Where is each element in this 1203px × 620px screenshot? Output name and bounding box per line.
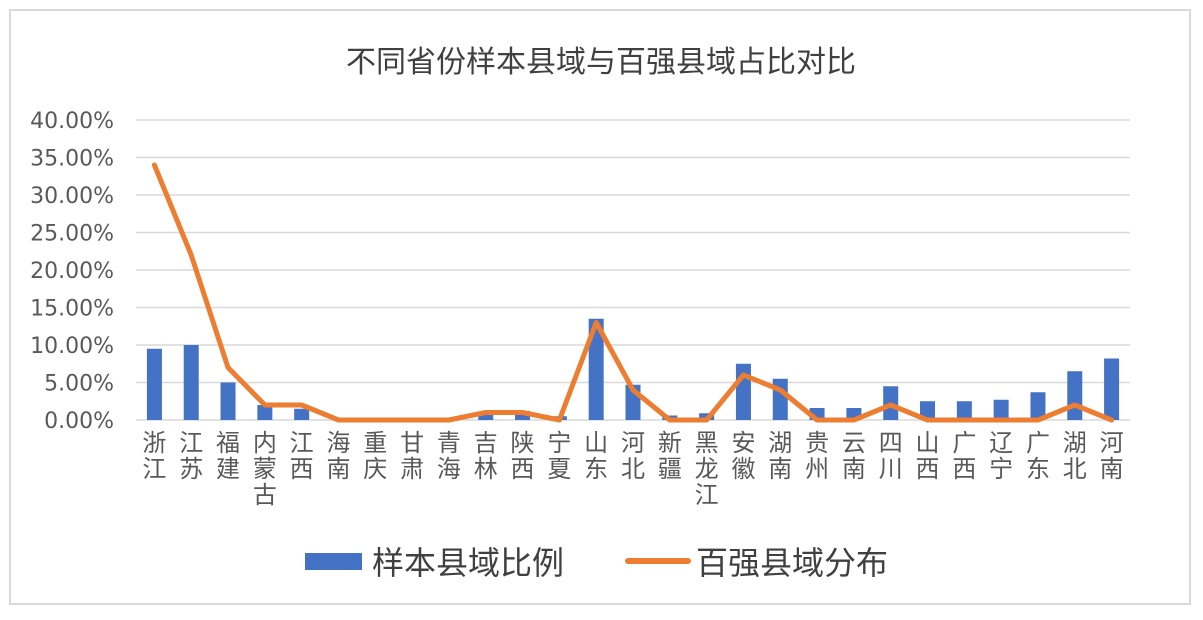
x-tick-label: 山西 — [916, 429, 940, 483]
x-tick-label: 青海 — [437, 429, 461, 483]
x-tick-label: 辽宁 — [989, 429, 1013, 483]
y-tick-label: 5.00% — [44, 372, 114, 397]
x-tick-label: 广东 — [1026, 429, 1050, 483]
y-tick-label: 20.00% — [30, 259, 114, 284]
bar — [956, 401, 972, 420]
bar — [772, 378, 788, 420]
y-tick-label: 10.00% — [30, 334, 114, 359]
legend-bar-swatch — [305, 553, 362, 570]
x-tick-label: 宁夏 — [547, 429, 571, 483]
x-tick-label: 内蒙古 — [253, 429, 277, 509]
x-tick-label: 江苏 — [179, 429, 203, 483]
x-tick-label: 吉林 — [474, 429, 498, 483]
bar — [588, 318, 604, 420]
x-tick-label: 云南 — [842, 429, 866, 483]
legend: 样本县域比例 百强县域分布 — [305, 544, 888, 582]
y-tick-label: 25.00% — [30, 222, 114, 247]
x-tick-label: 福建 — [216, 429, 240, 483]
y-axis: 0.00% 5.00% 10.00% 15.00% 20.00% 25.00% 30.00%… — [30, 109, 114, 434]
bar-series — [146, 318, 1120, 420]
y-tick-label: 35.00% — [30, 147, 114, 172]
bar — [294, 408, 310, 420]
bar — [920, 401, 936, 420]
x-tick-label: 新疆 — [658, 429, 682, 483]
x-tick-label: 湖北 — [1063, 429, 1087, 483]
bar — [993, 399, 1009, 420]
bar — [515, 411, 531, 420]
x-tick-label: 山东 — [584, 429, 608, 483]
x-tick-label: 浙江 — [142, 429, 166, 483]
x-tick-label: 安徽 — [731, 429, 755, 483]
bar — [735, 363, 751, 420]
x-tick-label: 广西 — [952, 429, 976, 483]
bar — [183, 345, 199, 420]
x-tick-label: 湖南 — [768, 429, 792, 483]
legend-line-label: 百强县域分布 — [696, 544, 888, 582]
x-tick-label: 贵州 — [805, 429, 829, 483]
y-tick-label: 15.00% — [30, 297, 114, 322]
x-tick-label: 海南 — [326, 429, 350, 483]
bar — [1104, 358, 1120, 420]
x-tick-label: 河北 — [621, 429, 645, 483]
x-tick-label: 黑龙江 — [695, 429, 719, 509]
y-tick-label: 30.00% — [30, 184, 114, 209]
chart-title: 不同省份样本县域与百强县域占比对比 — [346, 45, 856, 80]
y-tick-label: 0.00% — [44, 409, 114, 434]
bar — [1067, 371, 1083, 420]
bar — [220, 382, 236, 420]
line-series — [151, 162, 1115, 423]
x-axis: 浙江江苏福建内蒙古江西海南重庆甘肃青海吉林陕西宁夏山东河北新疆黑龙江安徽湖南贵州… — [142, 429, 1123, 509]
bar — [257, 405, 273, 420]
bar — [478, 412, 494, 420]
bar — [1030, 392, 1046, 420]
x-tick-label: 陕西 — [511, 429, 535, 483]
x-tick-label: 甘肃 — [400, 429, 424, 483]
y-tick-label: 40.00% — [30, 109, 114, 134]
x-tick-label: 重庆 — [363, 429, 387, 483]
legend-bar-label: 样本县域比例 — [372, 544, 564, 582]
x-tick-label: 江西 — [290, 429, 314, 483]
bar — [146, 348, 162, 420]
x-tick-label: 四川 — [879, 429, 903, 483]
grid-layer — [136, 119, 1130, 421]
x-tick-label: 河南 — [1100, 429, 1124, 483]
